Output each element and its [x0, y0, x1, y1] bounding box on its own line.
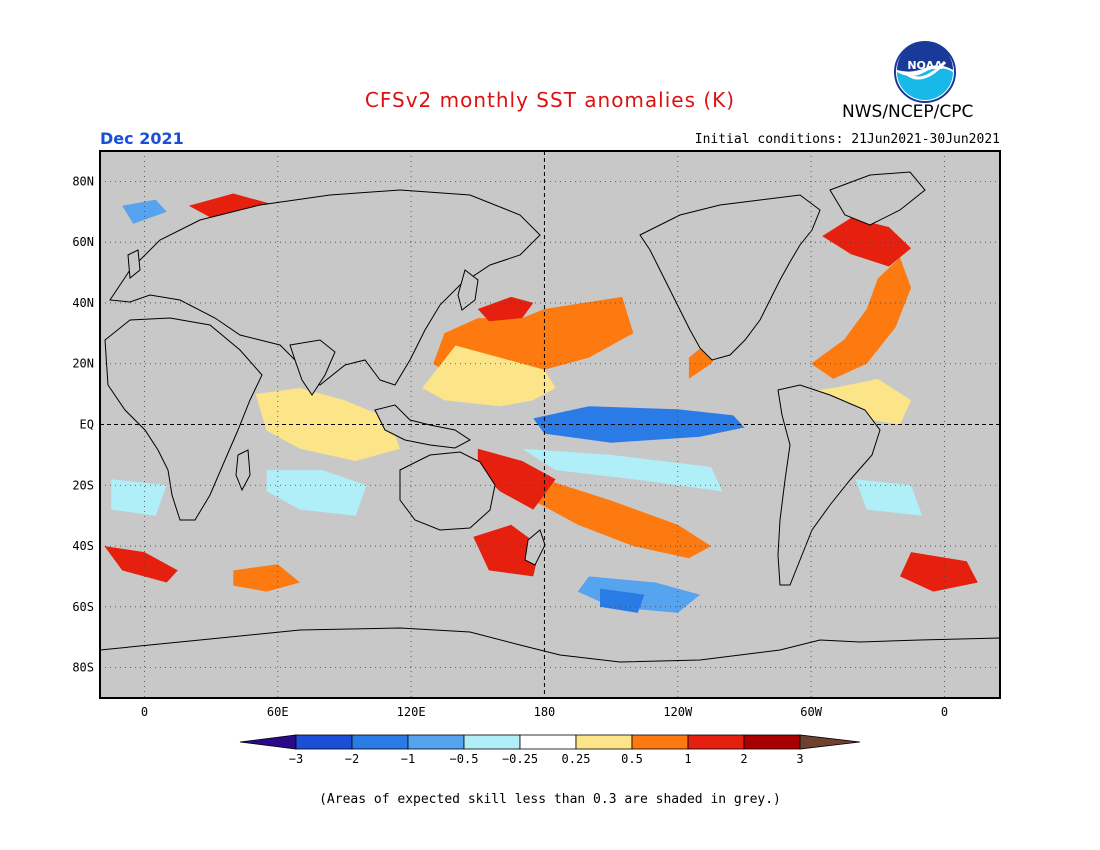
lat-tick-label: EQ [80, 418, 94, 432]
colorbar-tick-label: 1 [684, 752, 691, 766]
anomaly-region-northwest-pacific-marginal-warm [422, 345, 556, 407]
graticule [100, 151, 1000, 698]
anomaly-region-southern-ocean-warm-west [104, 546, 178, 583]
lon-tick-label: 180 [534, 705, 556, 719]
anomaly-region-southern-ocean-warm-east [900, 552, 978, 592]
lon-tick-label: 0 [941, 705, 948, 719]
africa-landmass [104, 317, 263, 521]
anomaly-region-tasman-sea-warm [473, 524, 540, 577]
anomaly-region-south-pacific-cool-band [522, 448, 723, 492]
colorbar-tick-label: 0.25 [562, 752, 591, 766]
anomaly-region-north-atlantic-hot-spot [822, 217, 912, 267]
lat-tick-label: 40S [72, 539, 94, 553]
anomaly-regions [104, 193, 978, 613]
map-frame [99, 150, 1001, 699]
initial-conditions: Initial conditions: 21Jun2021-30Jun2021 [694, 132, 1000, 147]
colorbar-bin [351, 734, 409, 750]
colorbar-bin [743, 734, 801, 750]
noaa-logo: NOAA [894, 41, 956, 103]
valid-month: Dec 2021 [100, 129, 184, 148]
south-america-landmass [777, 384, 881, 586]
colorbar-tick-label: −1 [401, 752, 415, 766]
anomaly-region-tropical-atlantic-marginal-warm [788, 378, 912, 425]
sst-anomaly-map: 80N 60N 40N 20N EQ 20S 40S 60S 80S 0 60E 120E 180 12… [72, 150, 1001, 719]
maritime-continent-landmass [374, 404, 471, 449]
colorbar-bin [687, 734, 745, 750]
colorbar-bin [463, 734, 521, 750]
lat-tick-label: 40N [72, 296, 94, 310]
colorbar-tick-label: −0.25 [502, 752, 538, 766]
colorbar-tick-label: −2 [345, 752, 359, 766]
lat-tick-label: 80S [72, 661, 94, 675]
anomaly-region-south-atlantic-slight-cool [111, 479, 167, 516]
colorbar-lower-triangle [239, 734, 297, 750]
japan-landmass [457, 269, 479, 311]
lon-tick-label: 60E [267, 705, 289, 719]
colorbar-tick-label: 0.5 [621, 752, 643, 766]
anomaly-region-southern-ocean-cool-core [600, 588, 645, 613]
logo-text: NOAA [907, 59, 943, 72]
british-isles-landmass [127, 249, 141, 279]
madagascar-landmass [235, 449, 251, 492]
latitude-labels: 80N 60N 40N 20N EQ 20S 40S 60S 80S [72, 174, 94, 674]
agency-label: NWS/NCEP/CPC [842, 102, 974, 122]
longitude-labels: 0 60E 120E 180 120W 60W 0 [141, 705, 948, 719]
antarctica-landmass [100, 627, 1000, 698]
lon-tick-label: 60W [800, 705, 822, 719]
greenland-landmass [829, 171, 926, 226]
lon-tick-label: 0 [141, 705, 148, 719]
lat-tick-label: 60S [72, 600, 94, 614]
north-america-landmass [639, 194, 821, 361]
colorbar-upper-triangle [799, 734, 861, 750]
eurasia-landmass [109, 189, 541, 386]
australia-landmass [399, 451, 496, 531]
lon-tick-label: 120W [663, 705, 693, 719]
anomaly-region-south-pacific-warm-band [533, 479, 712, 559]
colorbar-bin [575, 734, 633, 750]
lat-tick-label: 20S [72, 478, 94, 492]
anomaly-region-south-atlantic-slight-cool-east [855, 479, 923, 516]
skill-footnote: (Areas of expected skill less than 0.3 a… [319, 792, 781, 807]
colorbar-tick-label: 2 [740, 752, 747, 766]
anomaly-region-indian-ocean-slight-cool [266, 470, 367, 516]
colorbar-tick-label: −3 [289, 752, 303, 766]
colorbar-tick-label: 3 [796, 752, 803, 766]
anomaly-region-kuroshio-extension-warm [477, 296, 534, 322]
lat-tick-label: 20N [72, 357, 94, 371]
lat-tick-label: 60N [72, 235, 94, 249]
india-landmass [289, 339, 336, 396]
anomaly-region-southwest-pacific-warm-core [477, 448, 556, 510]
lon-tick-label: 120E [397, 705, 426, 719]
lat-tick-label: 80N [72, 174, 94, 188]
colorbar-bin [519, 734, 577, 750]
colorbar-tick-label: −0.5 [450, 752, 479, 766]
chart-title: CFSv2 monthly SST anomalies (K) [364, 88, 736, 112]
anomaly-region-north-atlantic-warm [811, 257, 912, 379]
color-scale-bar: −3 −2 −1 −0.5 −0.25 0.25 0.5 1 2 3 [239, 734, 861, 766]
colorbar-bin [295, 734, 353, 750]
continents [100, 171, 1000, 698]
new-zealand-landmass [524, 529, 546, 566]
colorbar-bin [631, 734, 689, 750]
colorbar-bin [407, 734, 465, 750]
anomaly-region-southern-ocean-warm-indian [233, 564, 300, 592]
